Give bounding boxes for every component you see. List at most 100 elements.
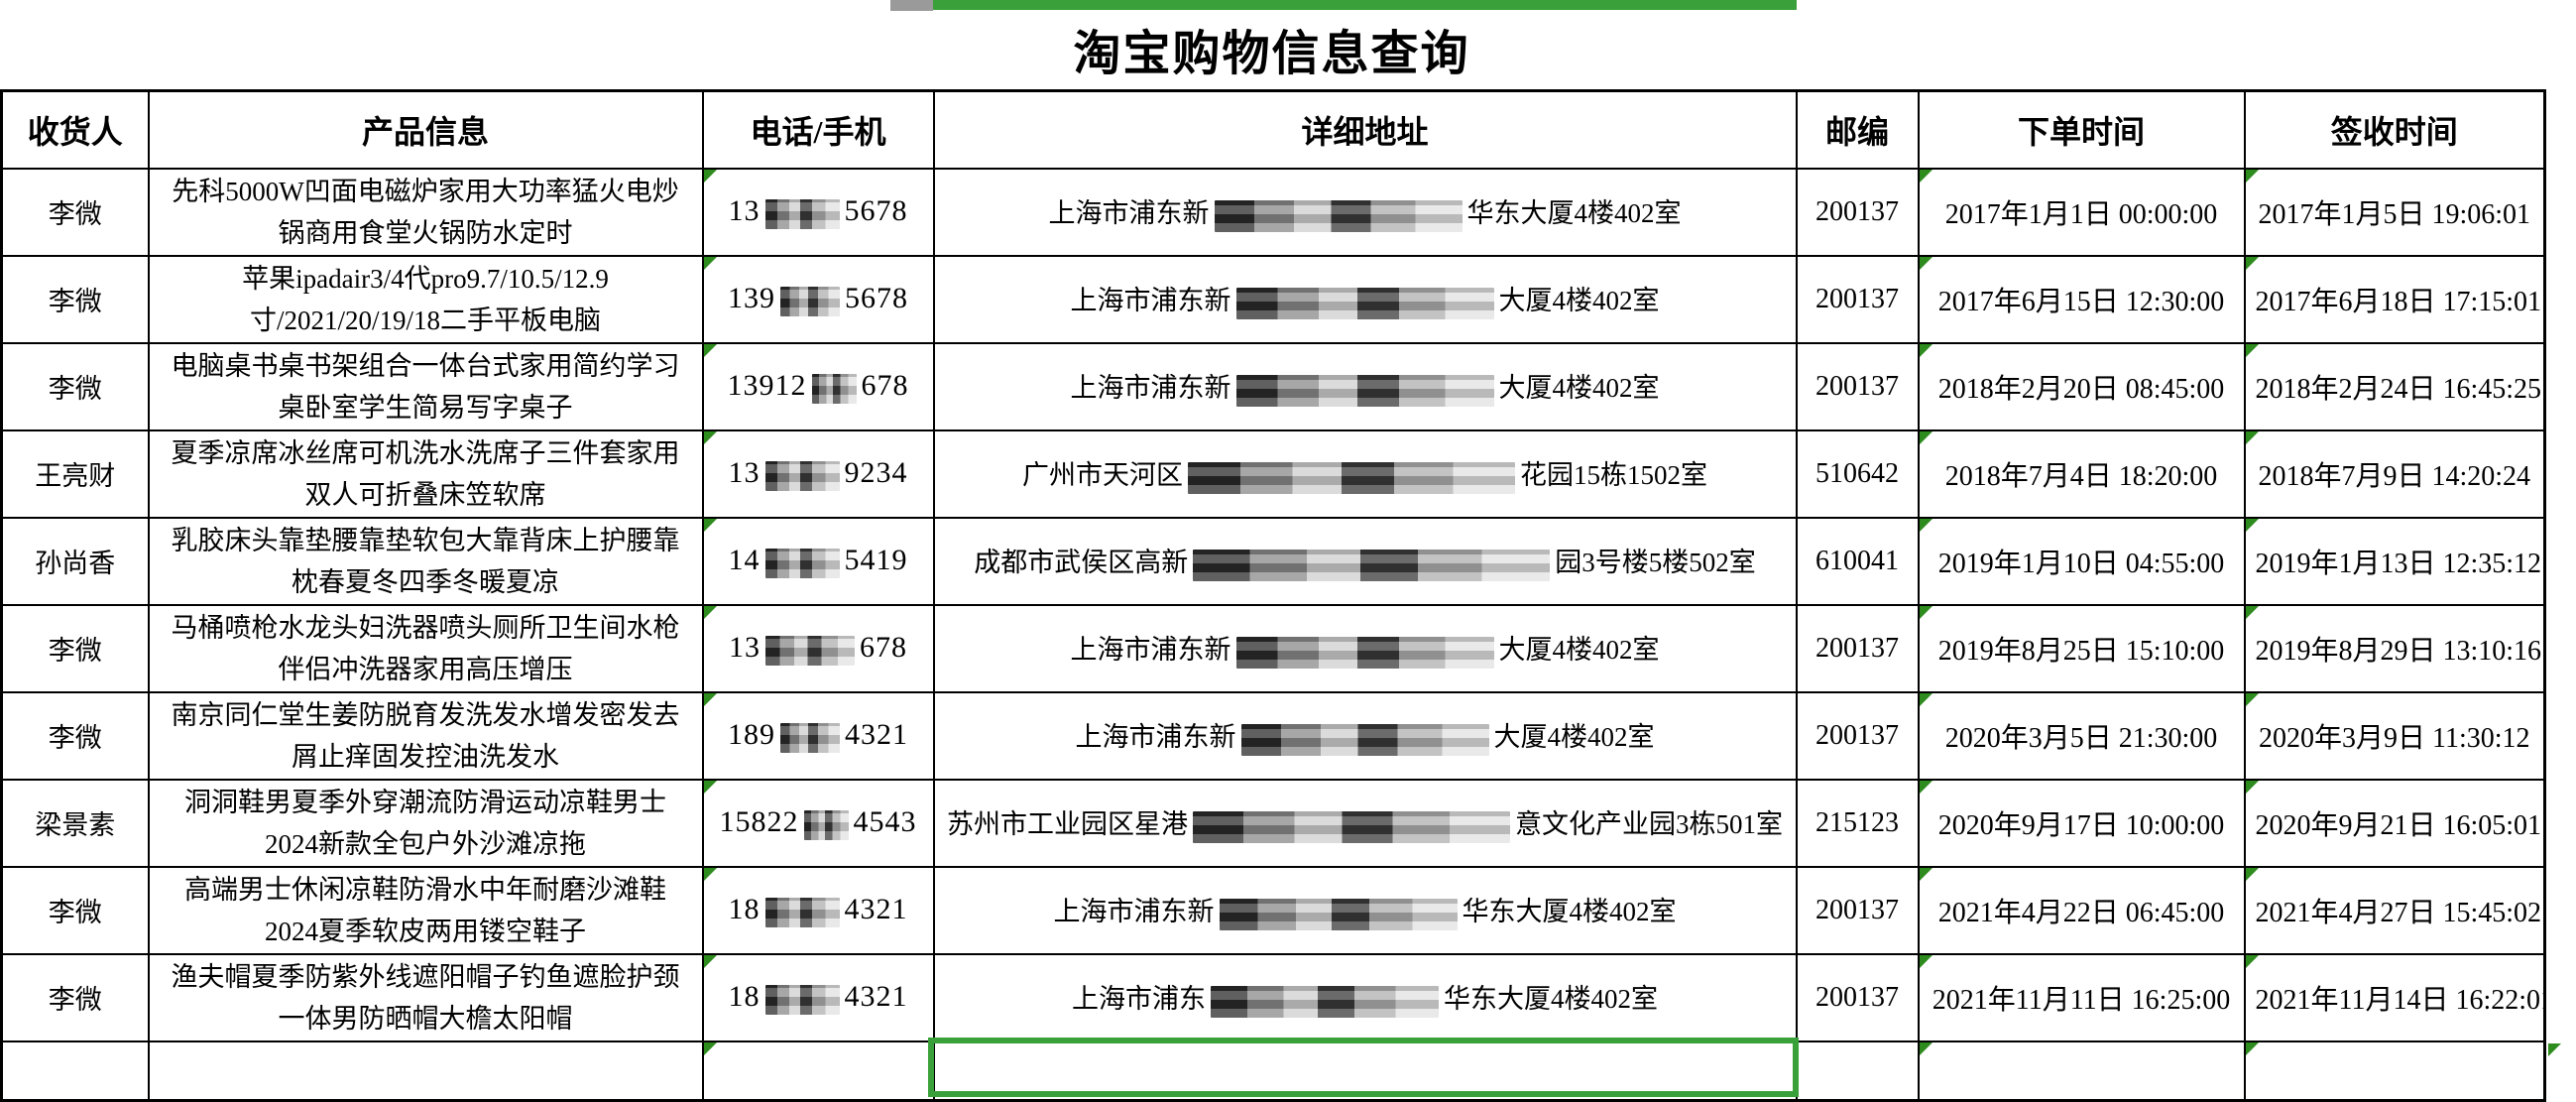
cell-order-time[interactable]: 2021年4月22日 06:45:00 — [1917, 865, 2246, 955]
cell-postal-code[interactable]: 200137 — [1795, 254, 1920, 344]
cell-postal-code[interactable]: 215123 — [1795, 778, 1920, 868]
cell-address[interactable]: 上海市浦东新 大厦4楼402室 — [932, 690, 1798, 781]
cell-sign-time[interactable]: 2019年8月29日 13:10:16 — [2243, 603, 2546, 693]
product-text: 电脑桌书桌书架组合一体台式家用简约学习桌卧室学生简易写字桌子 — [171, 350, 680, 423]
cell-sign-time[interactable]: 2018年2月24日 16:45:25 — [2243, 341, 2546, 431]
cell-product-info[interactable]: 苹果ipadair3/4代pro9.7/10.5/12.9寸/2021/20/1… — [147, 254, 704, 344]
col-header-product[interactable]: 产品信息 — [147, 89, 704, 170]
postal-code: 200137 — [1815, 894, 1899, 925]
cell-phone[interactable]: 139 5678 — [701, 254, 935, 344]
cell-product-info[interactable]: 高端男士休闲凉鞋防滑水中年耐磨沙滩鞋2024夏季软皮两用镂空鞋子 — [147, 865, 704, 955]
cell-phone[interactable]: 13 5678 — [701, 167, 935, 257]
cell-address[interactable]: 成都市武侯区高新 园3号楼5楼502室 — [932, 516, 1798, 606]
cell-sign-time[interactable]: 2020年3月9日 11:30:12 — [2243, 690, 2546, 781]
cell-order-time[interactable]: 2018年7月4日 18:20:00 — [1917, 429, 2246, 519]
col-header-address[interactable]: 详细地址 — [932, 89, 1798, 170]
cell-order-time[interactable] — [1917, 1040, 2246, 1102]
cell-order-time[interactable]: 2020年3月5日 21:30:00 — [1917, 690, 2246, 781]
cell-order-time[interactable]: 2021年11月11日 16:25:00 — [1917, 952, 2246, 1042]
cell-address[interactable]: 广州市天河区 花园15栋1502室 — [932, 429, 1798, 519]
phone-prefix: 14 — [728, 544, 761, 577]
error-triangle-icon — [704, 519, 717, 532]
col-header-recipient[interactable]: 收货人 — [0, 89, 150, 170]
col-header-phone[interactable]: 电话/手机 — [701, 89, 935, 170]
address-prefix: 上海市浦东新 — [1070, 373, 1231, 404]
error-triangle-icon — [1920, 955, 1932, 968]
cell-address[interactable]: 苏州市工业园区星港 意文化产业园3栋501室 — [932, 778, 1798, 868]
cell-recipient[interactable]: 王亮财 — [0, 429, 150, 519]
col-header-order-time[interactable]: 下单时间 — [1917, 89, 2246, 170]
cell-phone[interactable]: 189 4321 — [701, 690, 935, 781]
cell-phone[interactable]: 15822 4543 — [701, 778, 935, 868]
error-triangle-icon — [2246, 519, 2259, 532]
cell-order-time[interactable]: 2019年1月10日 04:55:00 — [1917, 516, 2246, 606]
cell-sign-time[interactable]: 2020年9月21日 16:05:01 — [2243, 778, 2546, 868]
cell-recipient[interactable]: 孙尚香 — [0, 516, 150, 606]
cell-recipient[interactable]: 李微 — [0, 603, 150, 693]
cell-sign-time[interactable]: 2021年4月27日 15:45:02 — [2243, 865, 2546, 955]
cell-order-time[interactable]: 2017年6月15日 12:30:00 — [1917, 254, 2246, 344]
cell-address[interactable]: 上海市浦东新 大厦4楼402室 — [932, 341, 1798, 431]
cell-sign-time[interactable] — [2243, 1040, 2546, 1102]
cell-sign-time[interactable]: 2017年1月5日 19:06:01 — [2243, 167, 2546, 257]
cell-phone[interactable]: 13912 678 — [701, 341, 935, 431]
recipient-name: 李微 — [48, 287, 102, 316]
cell-address[interactable]: 上海市浦东新 大厦4楼402室 — [932, 603, 1798, 693]
cell-postal-code[interactable] — [1795, 1040, 1920, 1102]
cell-product-info[interactable]: 马桶喷枪水龙头妇洗器喷头厕所卫生间水枪伴侣冲洗器家用高压增压 — [147, 603, 704, 693]
cell-order-time[interactable]: 2019年8月25日 15:10:00 — [1917, 603, 2246, 693]
cell-postal-code[interactable]: 200137 — [1795, 952, 1920, 1042]
cell-phone[interactable]: 13 678 — [701, 603, 935, 693]
cell-order-time[interactable]: 2017年1月1日 00:00:00 — [1917, 167, 2246, 257]
cell-address[interactable]: 上海市浦东新 大厦4楼402室 — [932, 254, 1798, 344]
cell-product-info[interactable]: 渔夫帽夏季防紫外线遮阳帽子钓鱼遮脸护颈一体男防晒帽大檐太阳帽 — [147, 952, 704, 1042]
cell-address[interactable]: 上海市浦东新 华东大厦4楼402室 — [932, 865, 1798, 955]
cell-product-info[interactable] — [147, 1040, 704, 1102]
cell-sign-time[interactable]: 2018年7月9日 14:20:24 — [2243, 429, 2546, 519]
cell-postal-code[interactable]: 510642 — [1795, 429, 1920, 519]
cell-recipient[interactable] — [0, 1040, 150, 1102]
cell-recipient[interactable]: 李微 — [0, 167, 150, 257]
error-triangle-icon — [1920, 1042, 1932, 1055]
col-header-postal[interactable]: 邮编 — [1795, 89, 1920, 170]
cell-recipient[interactable]: 李微 — [0, 341, 150, 431]
redacted-block — [764, 460, 840, 491]
cell-postal-code[interactable]: 200137 — [1795, 690, 1920, 781]
cell-product-info[interactable]: 电脑桌书桌书架组合一体台式家用简约学习桌卧室学生简易写字桌子 — [147, 341, 704, 431]
cell-recipient[interactable]: 李微 — [0, 952, 150, 1042]
cell-product-info[interactable]: 夏季凉席冰丝席可机洗水洗席子三件套家用双人可折叠床笠软席 — [147, 429, 704, 519]
cell-recipient[interactable]: 李微 — [0, 865, 150, 955]
recipient-name: 李微 — [48, 374, 102, 404]
phone-prefix: 189 — [728, 718, 775, 752]
cell-postal-code[interactable]: 200137 — [1795, 603, 1920, 693]
sign-time: 2020年3月9日 11:30:12 — [2258, 722, 2530, 754]
cell-product-info[interactable]: 乳胶床头靠垫腰靠垫软包大靠背床上护腰靠枕春夏冬四季冬暖夏凉 — [147, 516, 704, 606]
table-row: 李微 苹果ipadair3/4代pro9.7/10.5/12.9寸/2021/20… — [0, 254, 2546, 344]
cell-recipient[interactable]: 李微 — [0, 254, 150, 344]
cell-phone[interactable]: 14 5419 — [701, 516, 935, 606]
cell-product-info[interactable]: 洞洞鞋男夏季外穿潮流防滑运动凉鞋男士2024新款全包户外沙滩凉拖 — [147, 778, 704, 868]
cell-address[interactable]: 上海市浦东新 华东大厦4楼402室 — [932, 167, 1798, 257]
error-triangle-icon — [1920, 257, 1932, 270]
cell-sign-time[interactable]: 2019年1月13日 12:35:12 — [2243, 516, 2546, 606]
cell-postal-code[interactable]: 610041 — [1795, 516, 1920, 606]
cell-phone[interactable]: 18 4321 — [701, 865, 935, 955]
cell-order-time[interactable]: 2018年2月20日 08:45:00 — [1917, 341, 2246, 431]
cell-phone[interactable] — [701, 1040, 935, 1102]
address-suffix: 大厦4楼402室 — [1498, 635, 1660, 666]
cell-postal-code[interactable]: 200137 — [1795, 167, 1920, 257]
cell-postal-code[interactable]: 200137 — [1795, 341, 1920, 431]
cell-product-info[interactable]: 南京同仁堂生姜防脱育发洗发水增发密发去屑止痒固发控油洗发水 — [147, 690, 704, 781]
cell-sign-time[interactable]: 2017年6月18日 17:15:01 — [2243, 254, 2546, 344]
cell-phone[interactable]: 13 9234 — [701, 429, 935, 519]
col-header-sign-time[interactable]: 签收时间 — [2243, 89, 2546, 170]
cell-recipient[interactable]: 梁景素 — [0, 778, 150, 868]
cell-product-info[interactable]: 先科5000W凹面电磁炉家用大功率猛火电炒锅商用食堂火锅防水定时 — [147, 167, 704, 257]
cell-sign-time[interactable]: 2021年11月14日 16:22:01 — [2243, 952, 2546, 1042]
cell-order-time[interactable]: 2020年9月17日 10:00:00 — [1917, 778, 2246, 868]
order-time: 2021年11月11日 16:25:00 — [1932, 984, 2231, 1016]
cell-phone[interactable]: 18 4321 — [701, 952, 935, 1042]
cell-recipient[interactable]: 李微 — [0, 690, 150, 781]
cell-postal-code[interactable]: 200137 — [1795, 865, 1920, 955]
cell-address[interactable]: 上海市浦东 华东大厦4楼402室 — [932, 952, 1798, 1042]
